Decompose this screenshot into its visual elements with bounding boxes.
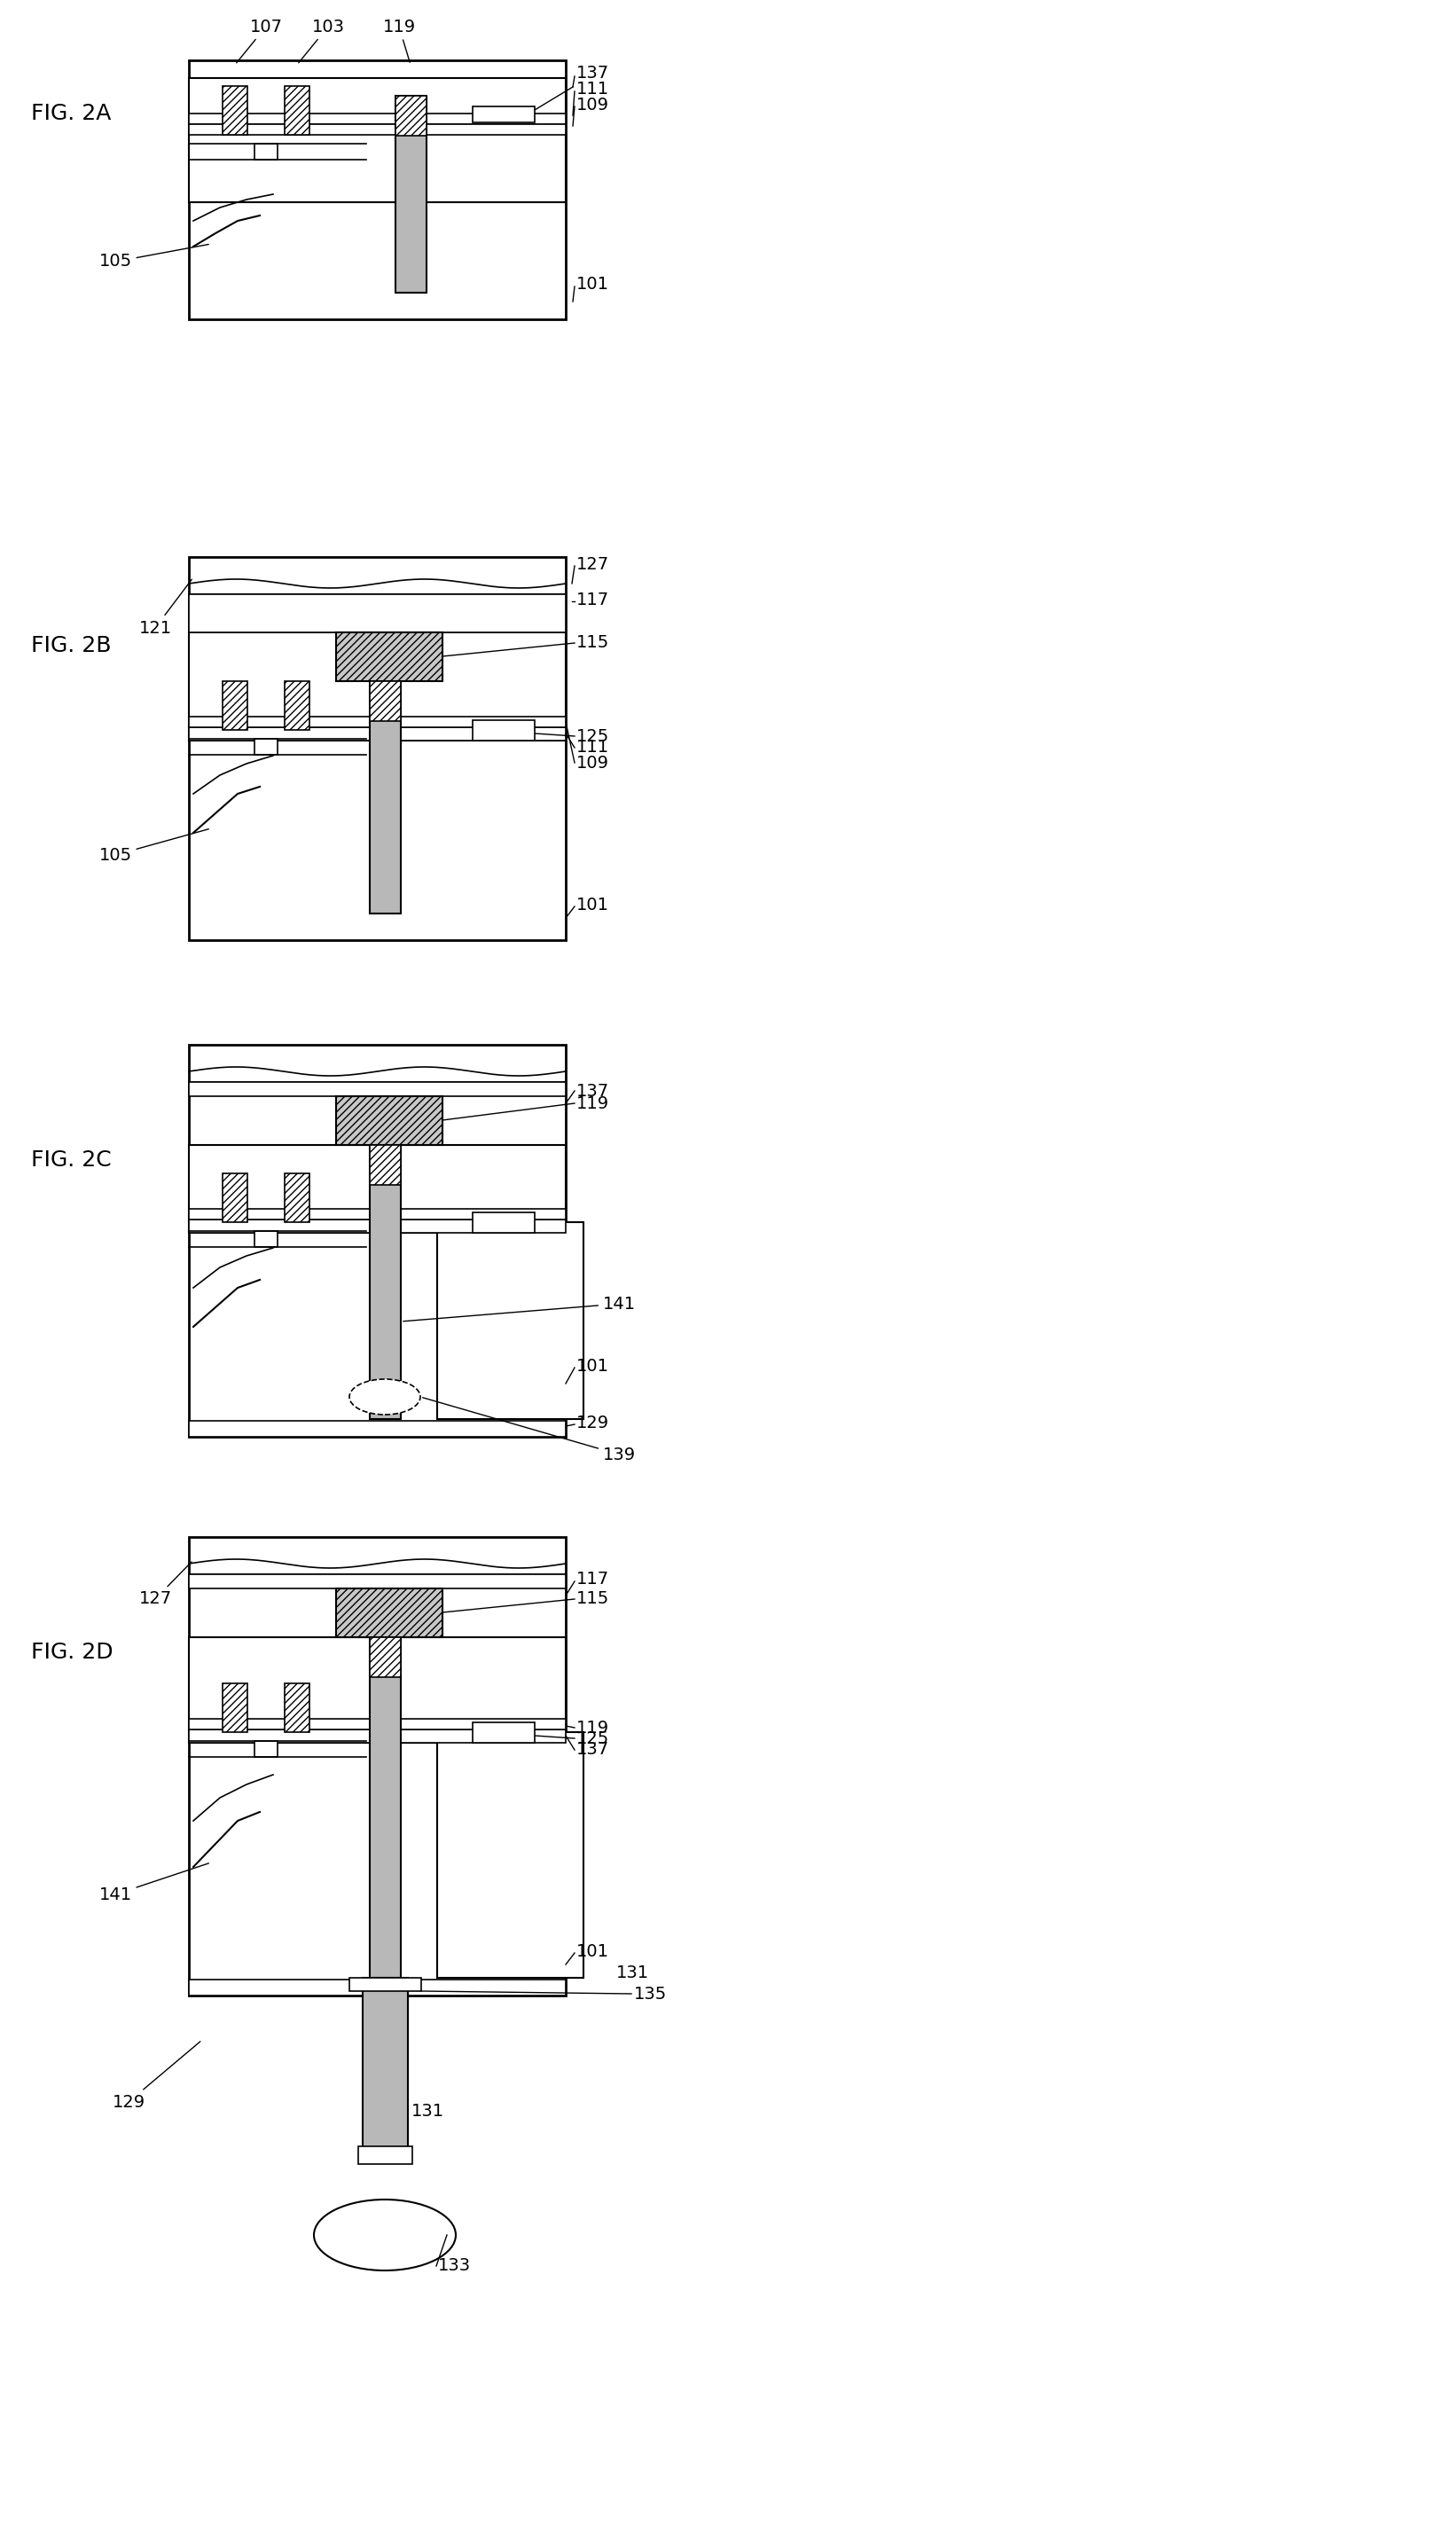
Text: 101: 101 (577, 1943, 609, 1961)
Text: 119: 119 (577, 1720, 609, 1735)
Bar (336, 1588, 443, 1636)
Bar (284, 1173, 310, 1221)
Bar (223, 681, 248, 730)
Text: 133: 133 (438, 2257, 470, 2275)
Text: 129: 129 (112, 2042, 201, 2110)
Bar (189, 1981, 566, 1996)
Bar (223, 1173, 248, 1221)
Bar (363, 1978, 408, 2156)
Bar (336, 1097, 443, 1145)
Bar (223, 1684, 248, 1733)
Bar (473, 1722, 534, 1743)
Text: 105: 105 (99, 243, 208, 271)
Bar (437, 1221, 584, 1418)
Text: 119: 119 (383, 18, 415, 63)
Bar (370, 681, 400, 722)
Text: 131: 131 (412, 2102, 444, 2120)
Text: 115: 115 (577, 1591, 610, 1608)
Text: FIG. 2C: FIG. 2C (31, 1150, 112, 1170)
Bar (284, 86, 310, 134)
Bar (370, 1145, 400, 1418)
Text: 115: 115 (577, 636, 610, 651)
Bar (223, 86, 248, 134)
Bar (473, 1213, 534, 1234)
Ellipse shape (349, 1378, 421, 1413)
Text: 127: 127 (577, 555, 609, 572)
Bar (189, 1538, 566, 1996)
Text: 121: 121 (138, 580, 192, 636)
Bar (189, 1573, 566, 1588)
Text: 125: 125 (577, 727, 610, 745)
Bar (189, 1421, 566, 1436)
Bar (189, 1730, 566, 1743)
Text: 103: 103 (298, 18, 345, 63)
Bar (189, 717, 566, 727)
Text: 109: 109 (577, 96, 609, 114)
Bar (189, 61, 566, 319)
Bar (189, 595, 566, 633)
Bar (255, 1740, 278, 1758)
Text: 107: 107 (236, 18, 282, 63)
Bar (336, 633, 443, 681)
Bar (189, 1636, 566, 1743)
Text: 109: 109 (577, 755, 609, 770)
Text: FIG. 2B: FIG. 2B (31, 636, 111, 656)
Ellipse shape (314, 2199, 456, 2270)
Text: FIG. 2D: FIG. 2D (31, 1641, 114, 1664)
Text: 141: 141 (99, 1864, 208, 1902)
Text: 137: 137 (577, 66, 609, 81)
Bar (358, 2145, 412, 2163)
Bar (473, 106, 534, 122)
Bar (349, 1978, 421, 1991)
Text: 101: 101 (577, 897, 609, 912)
Text: 137: 137 (577, 1082, 609, 1099)
Text: 129: 129 (577, 1416, 609, 1431)
Text: FIG. 2A: FIG. 2A (31, 104, 111, 124)
Text: 137: 137 (577, 1743, 609, 1758)
Bar (396, 96, 427, 137)
Bar (284, 681, 310, 730)
Bar (255, 740, 278, 755)
Bar (473, 719, 534, 740)
Text: 131: 131 (616, 1966, 649, 1981)
Text: 101: 101 (577, 276, 609, 291)
Bar (437, 1733, 584, 1978)
Bar (396, 96, 427, 294)
Bar (189, 727, 566, 740)
Text: 141: 141 (403, 1294, 636, 1322)
Bar (189, 633, 566, 740)
Bar (189, 1044, 566, 1436)
Bar (189, 124, 566, 134)
Text: 111: 111 (577, 740, 609, 755)
Text: 125: 125 (577, 1730, 610, 1748)
Bar (255, 1231, 278, 1246)
Bar (189, 557, 566, 940)
Text: 127: 127 (138, 1563, 192, 1608)
Bar (370, 1636, 400, 1677)
Bar (370, 1636, 400, 1978)
Text: 119: 119 (577, 1094, 609, 1112)
Bar (189, 1082, 566, 1097)
Bar (189, 79, 566, 203)
Bar (255, 144, 278, 160)
Bar (189, 1145, 566, 1234)
Text: 105: 105 (99, 828, 208, 864)
Text: 135: 135 (633, 1986, 667, 2001)
Bar (189, 1218, 566, 1234)
Text: 117: 117 (577, 1570, 609, 1588)
Bar (189, 114, 566, 124)
Bar (189, 1720, 566, 1730)
Bar (284, 1684, 310, 1733)
Bar (189, 1208, 566, 1218)
Bar (370, 1145, 400, 1185)
Text: 101: 101 (577, 1358, 609, 1375)
Text: 117: 117 (577, 590, 609, 608)
Bar (370, 681, 400, 914)
Text: 111: 111 (577, 81, 609, 96)
Text: 139: 139 (422, 1398, 636, 1464)
